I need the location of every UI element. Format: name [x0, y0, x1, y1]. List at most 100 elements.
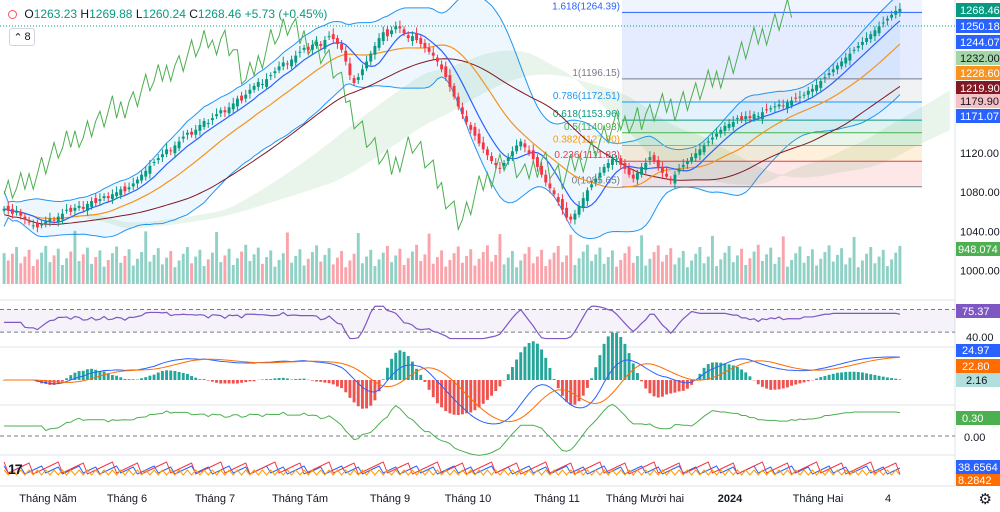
candle-body: [69, 207, 73, 212]
candle-body: [431, 52, 435, 56]
candle-body: [440, 64, 444, 70]
macd-histogram-bar: [419, 374, 423, 380]
macd-histogram-bar: [673, 380, 677, 393]
osc-badge: [956, 411, 1000, 425]
candle-body: [490, 156, 494, 162]
macd-histogram-bar: [98, 370, 102, 380]
volume-bar: [565, 255, 569, 284]
candle-body: [527, 150, 531, 154]
macd-histogram-bar: [160, 371, 164, 380]
macd-histogram-bar: [548, 368, 552, 380]
volume-bar: [215, 231, 219, 284]
candle-body: [715, 133, 719, 137]
volume-bar: [27, 249, 31, 284]
rsi-badge: [956, 304, 1000, 318]
price-badge-label: 1179.90: [960, 96, 999, 108]
macd-histogram-bar: [640, 380, 644, 382]
chevron-up-icon: ⌃: [13, 31, 23, 44]
macd-histogram-bar: [769, 380, 773, 390]
macd-histogram-bar: [898, 379, 902, 380]
volume-bar: [402, 264, 406, 284]
volume-bar: [144, 231, 148, 284]
candle-body: [265, 79, 269, 87]
macd-histogram-bar: [202, 379, 206, 380]
macd-histogram-bar: [498, 380, 502, 387]
price-axis-tick: 1040.00: [960, 226, 1000, 238]
candle-body: [119, 189, 123, 196]
candle-body: [727, 123, 731, 128]
candle-body: [381, 32, 385, 42]
volume-bar: [423, 254, 427, 284]
candle-body: [81, 206, 85, 209]
macd-histogram-bar: [877, 375, 881, 380]
volume-bar: [298, 249, 302, 284]
volume-bar: [452, 253, 456, 284]
candle-body: [323, 40, 327, 49]
macd-histogram-bar: [115, 375, 119, 380]
indicators-toggle-button[interactable]: ⌃ 8: [9, 28, 35, 46]
macd-histogram-bar: [302, 378, 306, 380]
candle-body: [744, 116, 748, 120]
candle-body: [573, 213, 577, 220]
volume-bar: [627, 246, 631, 284]
volume-bar: [719, 259, 723, 284]
candle-body: [110, 194, 114, 200]
candle-body: [352, 78, 356, 83]
volume-bar: [740, 248, 744, 284]
candle-body: [102, 196, 106, 199]
macd-histogram-bar: [73, 372, 77, 380]
candle-body: [235, 98, 239, 107]
volume-bar: [206, 259, 210, 284]
price-axis-tick: 1000.00: [960, 265, 1000, 277]
price-badge: [956, 94, 1000, 108]
macd-histogram-bar: [152, 374, 156, 380]
volume-bar: [706, 256, 710, 284]
ichimoku-cloud: [87, 50, 950, 229]
volume-bar: [35, 259, 39, 284]
macd-histogram-bar: [44, 380, 48, 385]
volume-bar: [185, 247, 189, 284]
macd-histogram-bar: [177, 371, 181, 380]
volume-bar: [865, 253, 869, 284]
candle-body: [877, 26, 881, 34]
macd-histogram-bar: [360, 380, 364, 409]
osc-line: [4, 403, 900, 456]
macd-histogram-bar: [852, 371, 856, 380]
candle-body: [15, 211, 19, 213]
volume-bar: [140, 252, 144, 284]
macd-histogram-bar: [727, 364, 731, 380]
macd-histogram-bar: [669, 380, 673, 394]
macd-histogram-bar: [794, 380, 798, 385]
tradingview-logo[interactable]: 17: [8, 461, 23, 477]
volume-bar: [665, 254, 669, 284]
macd-histogram-bar: [665, 380, 669, 395]
macd-hist-badge-label: 2.16: [966, 375, 987, 387]
candle-body: [223, 110, 227, 113]
macd-histogram-bar: [48, 380, 52, 385]
candle-body: [123, 186, 127, 192]
macd-histogram-bar: [527, 343, 531, 380]
volume-bar: [352, 253, 356, 284]
volume-bar: [827, 245, 831, 284]
candle-body: [210, 118, 214, 121]
macd-histogram-bar: [235, 380, 239, 384]
gear-icon[interactable]: ⚙: [978, 491, 992, 508]
candle-body: [610, 159, 614, 165]
volume-bar: [173, 267, 177, 284]
volume-bar: [323, 254, 327, 284]
volume-bar: [73, 230, 77, 284]
candle-body: [860, 42, 864, 45]
macd-histogram-bar: [627, 353, 631, 380]
volume-bar: [577, 258, 581, 284]
candle-body: [640, 166, 644, 175]
volume-bar: [494, 254, 498, 284]
candle-body: [769, 108, 773, 110]
candle-body: [127, 187, 131, 190]
candle-body: [148, 165, 152, 174]
candle-body: [385, 29, 389, 37]
macd-histogram-bar: [685, 380, 689, 389]
macd-histogram-bar: [440, 380, 444, 408]
price-badge: [956, 109, 1000, 123]
osc-badge-label: 0.30: [962, 413, 983, 425]
